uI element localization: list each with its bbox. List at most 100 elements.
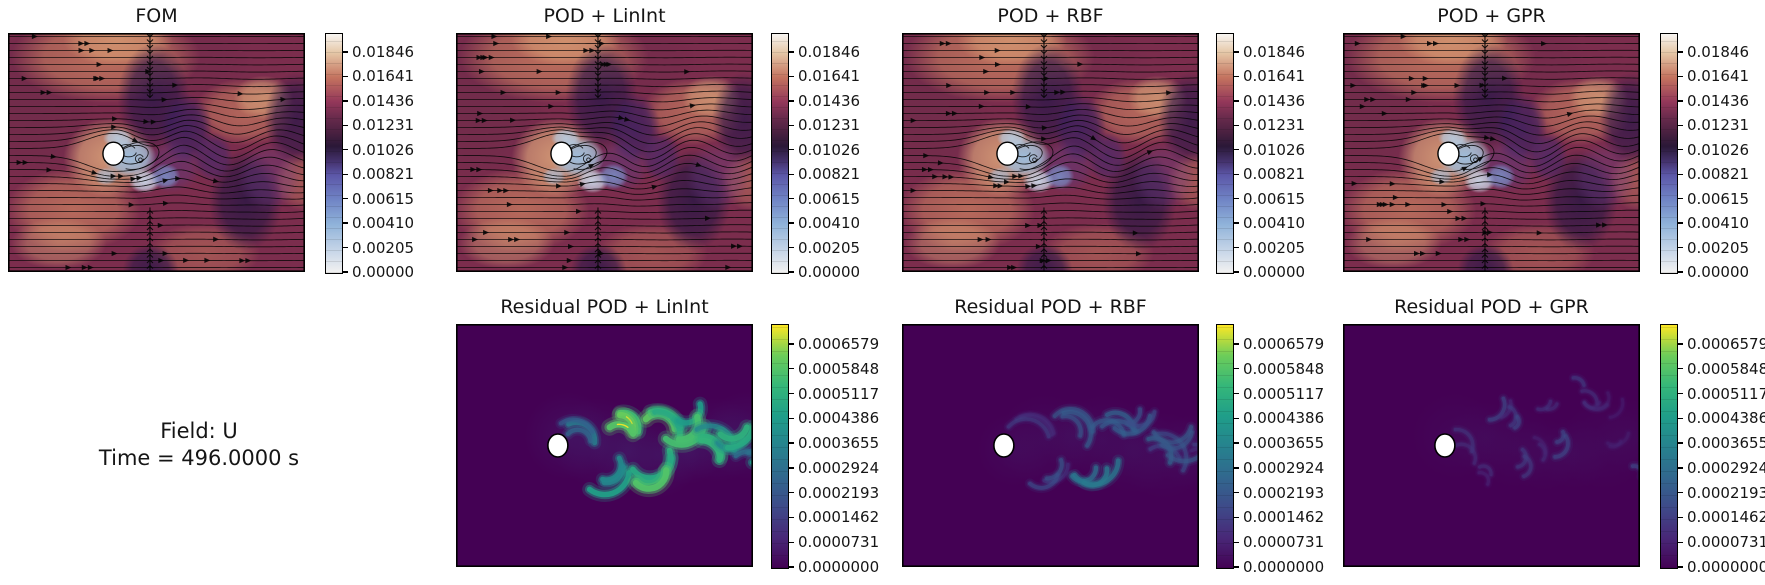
colorbar-tick-mark xyxy=(1234,271,1239,273)
colorbar-tick-0.01641: 0.01641 xyxy=(1234,68,1305,84)
colorbar-tick-mark xyxy=(1678,343,1683,345)
colorbar-tick-0.00410: 0.00410 xyxy=(789,215,860,231)
colorbar-tick-mark xyxy=(789,392,794,395)
colorbar-tick-mark xyxy=(343,149,348,151)
colorbar-tick-0.0004386: 0.0004386 xyxy=(1678,410,1765,426)
colorbar-tick-mark xyxy=(789,51,794,53)
colorbar-tick-0.00205: 0.00205 xyxy=(343,240,414,256)
colorbar-tick-mark xyxy=(789,516,794,519)
colorbar-tick-0.00410: 0.00410 xyxy=(343,215,414,231)
colorbar-tick-label: 0.01436 xyxy=(1243,91,1306,110)
flow-plot-gpr xyxy=(1343,33,1640,272)
colorbar-tick-0.01641: 0.01641 xyxy=(1678,68,1749,84)
colorbar-tick-label: 0.00615 xyxy=(1687,189,1750,208)
colorbar-tick-0.00205: 0.00205 xyxy=(789,240,860,256)
colorbar-tick-0.01846: 0.01846 xyxy=(1678,44,1749,60)
colorbar-tick-label: 0.01231 xyxy=(1687,116,1750,135)
colorbar-tick-0.01846: 0.01846 xyxy=(789,44,860,60)
colorbar-tick-label: 0.00821 xyxy=(352,165,415,184)
colorbar-tick-0.01231: 0.01231 xyxy=(1234,117,1305,133)
colorbar-tick-0.00821: 0.00821 xyxy=(789,166,860,182)
colorbar-tick-0.00821: 0.00821 xyxy=(343,166,414,182)
colorbar-tick-label: 0.00000 xyxy=(798,263,861,282)
colorbar-tick-0.00615: 0.00615 xyxy=(789,191,860,207)
colorbar-tick-0.00615: 0.00615 xyxy=(343,191,414,207)
colorbar-tick-label: 0.01231 xyxy=(798,116,861,135)
colorbar-tick-0.0001462: 0.0001462 xyxy=(1234,509,1324,525)
colorbar-tick-mark xyxy=(343,222,348,224)
colorbar-tick-0.01231: 0.01231 xyxy=(343,117,414,133)
colorbar-tick-mark xyxy=(1234,392,1239,395)
colorbar-tick-mark xyxy=(1678,491,1683,494)
colorbar-tick-0.0003655: 0.0003655 xyxy=(1234,435,1324,451)
colorbar-tick-mark xyxy=(789,173,794,175)
colorbar-tick-mark xyxy=(1234,197,1239,200)
colorbar-tick-label: 0.0005117 xyxy=(1687,384,1765,403)
colorbar-tick-0.0000731: 0.0000731 xyxy=(789,534,879,550)
colorbar-tick-mark xyxy=(1234,516,1239,519)
colorbar-tick-mark xyxy=(1234,75,1239,78)
colorbar-tick-0.00615: 0.00615 xyxy=(1234,191,1305,207)
colorbar-tick-mark xyxy=(1234,467,1239,469)
colorbar-tick-mark xyxy=(1678,566,1683,568)
colorbar-tick-label: 0.0005117 xyxy=(1243,384,1325,403)
colorbar-tick-mark xyxy=(789,566,794,568)
residual-plot-rbf xyxy=(902,324,1199,567)
colorbar-tick-0.0002193: 0.0002193 xyxy=(1234,485,1324,501)
colorbar-tick-mark xyxy=(1234,417,1239,420)
colorbar-tick-label: 0.0004386 xyxy=(1243,409,1325,428)
colorbar-tick-label: 0.01436 xyxy=(798,91,861,110)
colorbar-tick-0.00410: 0.00410 xyxy=(1234,215,1305,231)
colorbar-tick-label: 0.01026 xyxy=(798,140,861,159)
residual-plot-linint xyxy=(456,324,753,567)
colorbar-tick-label: 0.00821 xyxy=(1243,165,1306,184)
colorbar-tick-label: 0.0006579 xyxy=(1243,335,1325,353)
colorbar-tick-label: 0.01436 xyxy=(1687,91,1750,110)
colorbar-tick-label: 0.00615 xyxy=(352,189,415,208)
colorbar-tick-label: 0.0005848 xyxy=(798,359,880,378)
colorbar-tick-label: 0.01436 xyxy=(352,91,415,110)
colorbar-tick-0.01641: 0.01641 xyxy=(343,68,414,84)
field-label: Field: U xyxy=(160,419,238,443)
colorbar-tick-0.0001462: 0.0001462 xyxy=(789,509,879,525)
colorbar-tick-0.0003655: 0.0003655 xyxy=(789,435,879,451)
colorbar-tick-mark xyxy=(1234,566,1239,568)
colorbar-tick-label: 0.01026 xyxy=(352,140,415,159)
colorbar-tick-mark xyxy=(1678,75,1683,78)
colorbar-tick-label: 0.0000000 xyxy=(1687,558,1765,577)
colorbar-tick-label: 0.0002193 xyxy=(1243,483,1325,502)
colorbar-tick-label: 0.01231 xyxy=(1243,116,1306,135)
colorbar-tick-label: 0.0001462 xyxy=(1243,508,1325,527)
colorbar-tick-0.0006579: 0.0006579 xyxy=(1234,336,1324,352)
colorbar-tick-label: 0.0002193 xyxy=(1687,483,1765,502)
colorbar-tick-mark xyxy=(789,442,794,444)
colorbar-tick-label: 0.0000000 xyxy=(798,558,880,577)
colorbar-tick-mark xyxy=(1678,417,1683,420)
colorbar-tick-label: 0.01846 xyxy=(1243,43,1306,61)
colorbar-tick-0.0001462: 0.0001462 xyxy=(1678,509,1765,525)
colorbar-tick-label: 0.00000 xyxy=(352,263,415,282)
colorbar-tick-0.0002924: 0.0002924 xyxy=(1678,460,1765,476)
colorbar-tick-mark xyxy=(789,467,794,469)
colorbar-tick-0.0005848: 0.0005848 xyxy=(789,361,879,377)
colorbar-tick-mark xyxy=(1678,516,1683,519)
colorbar-tick-label: 0.01026 xyxy=(1687,140,1750,159)
flow-colorbar-linint xyxy=(771,33,789,274)
colorbar-tick-label: 0.0001462 xyxy=(798,508,880,527)
colorbar-tick-label: 0.00000 xyxy=(1243,263,1306,282)
colorbar-tick-label: 0.00205 xyxy=(1243,238,1306,257)
colorbar-tick-label: 0.0000000 xyxy=(1243,558,1325,577)
colorbar-tick-mark xyxy=(789,417,794,420)
colorbar-tick-mark xyxy=(1678,368,1683,370)
flow-colorbar-rbf xyxy=(1216,33,1234,274)
colorbar-tick-0.00205: 0.00205 xyxy=(1234,240,1305,256)
flow-plot-rbf xyxy=(902,33,1199,272)
colorbar-tick-0.01846: 0.01846 xyxy=(1234,44,1305,60)
residual-colorbar-gpr xyxy=(1660,324,1678,569)
colorbar-tick-mark xyxy=(1678,173,1683,175)
colorbar-tick-0.01436: 0.01436 xyxy=(343,93,414,109)
colorbar-tick-label: 0.0000731 xyxy=(1687,533,1765,552)
colorbar-tick-label: 0.01641 xyxy=(1243,67,1306,86)
colorbar-tick-label: 0.0000731 xyxy=(1243,533,1325,552)
